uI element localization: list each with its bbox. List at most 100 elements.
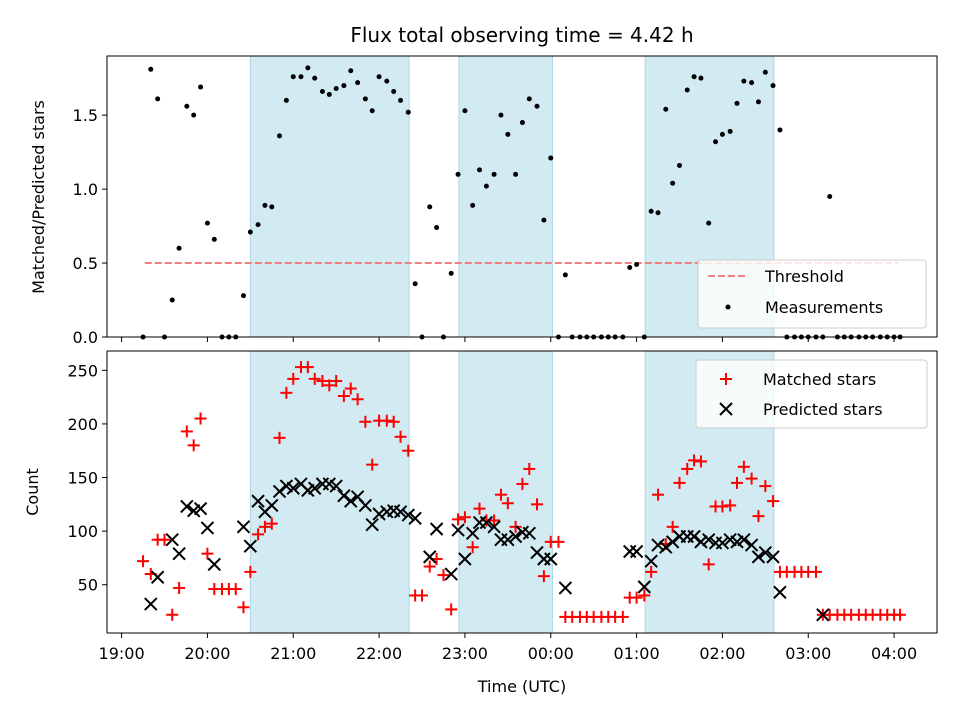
matched-stars-point	[681, 462, 694, 475]
predicted-stars-point	[629, 544, 644, 559]
measurement-point	[827, 194, 833, 199]
matched-stars-point	[673, 476, 686, 489]
measurement-point	[734, 100, 740, 106]
x-tick-label: 04:00	[871, 644, 917, 663]
predicted-stars-point	[344, 494, 358, 508]
predicted-stars-point	[193, 501, 208, 516]
predicted-stars-point	[544, 552, 558, 566]
matched-stars-point	[452, 513, 465, 526]
matched-stars-point	[323, 379, 336, 392]
predicted-stars-point	[558, 581, 573, 595]
predicted-stars-point	[508, 529, 523, 544]
predicted-stars-point	[429, 522, 444, 536]
x-tick-label: 22:00	[356, 644, 402, 663]
matched-stars-point	[173, 581, 186, 594]
predicted-stars-point	[479, 515, 494, 530]
predicted-stars-point	[522, 526, 537, 540]
measurement-point	[198, 84, 204, 90]
x-tick-label: 19:00	[99, 644, 145, 663]
measurement-point	[434, 225, 440, 231]
matched-stars-point	[737, 460, 750, 473]
count-x-ticks: 19:00 20:00 21:00 22:00 23:00 00:00 01:00 02:00…	[99, 633, 917, 663]
matched-stars-point	[416, 589, 429, 602]
x-tick-label: 21:00	[270, 644, 316, 663]
measurement-point	[534, 103, 540, 109]
measurement-point	[211, 236, 217, 242]
measurement-point	[477, 167, 483, 173]
matched-stars-point	[809, 565, 822, 578]
predicted-stars-point	[358, 498, 373, 513]
measurement-point	[462, 108, 468, 114]
predicted-stars-point	[372, 507, 386, 521]
predicted-stars-point	[715, 536, 730, 550]
measurement-point	[269, 204, 275, 210]
predicted-stars-point	[337, 489, 351, 503]
measurement-point	[677, 162, 683, 168]
matched-stars-point	[716, 500, 729, 513]
measurement-point	[519, 120, 525, 126]
matched-stars-point	[509, 520, 522, 533]
matched-stars-point	[273, 431, 286, 444]
chart-title: Flux total observing time = 4.42 h	[350, 23, 693, 47]
measurement-point	[749, 80, 755, 86]
y-tick-label: 1.5	[73, 106, 98, 125]
matched-stars-point	[616, 610, 629, 623]
matched-stars-point	[280, 386, 293, 399]
observing-interval-1	[249, 350, 410, 634]
predicted-stars-point	[659, 540, 673, 554]
legend-matched-swatch	[720, 373, 732, 385]
measurement-point	[562, 272, 568, 278]
y-tick-label: 50	[78, 576, 98, 595]
observing-interval-2	[458, 350, 553, 634]
predicted-stars-point	[694, 535, 708, 549]
measurement-point	[155, 96, 161, 102]
legend-threshold-label: Threshold	[764, 267, 844, 286]
predicted-stars-point	[773, 585, 787, 599]
matched-stars-point	[187, 439, 200, 452]
predicted-stars-point	[465, 526, 480, 540]
legend-predicted-swatch	[719, 402, 733, 416]
measurement-point	[777, 127, 783, 133]
predicted-stars-point	[144, 597, 158, 611]
measurement-point	[369, 108, 375, 114]
matched-stars-point	[330, 375, 343, 388]
ratio-legend-box	[697, 259, 927, 329]
predicted-stars-point	[487, 520, 501, 534]
matched-stars-point	[402, 444, 415, 457]
predicted-stars-point	[644, 554, 658, 568]
measurement-point	[741, 78, 747, 84]
matched-stars-point	[694, 455, 707, 468]
matched-stars-point	[458, 511, 471, 524]
predicted-stars-point	[758, 545, 773, 560]
x-tick-label: 20:00	[184, 644, 230, 663]
measurement-point	[706, 220, 712, 226]
predicted-stars-point	[423, 550, 437, 564]
measurement-point	[283, 97, 289, 103]
measurement-point	[698, 75, 704, 81]
predicted-stars-point	[744, 538, 759, 552]
measurement-point	[398, 97, 404, 103]
matched-stars-point	[494, 488, 507, 501]
matched-stars-points	[137, 361, 907, 623]
matched-stars-point	[466, 541, 479, 554]
measurement-point	[713, 139, 719, 145]
measurement-point	[526, 96, 532, 102]
measurement-point	[255, 222, 261, 228]
matched-stars-point	[688, 454, 701, 467]
observing-interval-1	[249, 55, 410, 338]
matched-stars-point	[666, 520, 679, 533]
predicted-stars-point	[207, 557, 221, 572]
y-tick-label: 150	[67, 469, 98, 488]
matched-stars-point	[380, 414, 393, 427]
matched-stars-point	[351, 393, 364, 406]
matched-stars-point	[344, 382, 357, 395]
measurement-point	[348, 68, 354, 74]
predicted-stars-point	[651, 538, 665, 552]
measurement-point	[384, 78, 390, 84]
matched-stars-point	[638, 589, 651, 602]
measurement-point	[319, 88, 325, 94]
measurement-point	[663, 106, 669, 112]
predicted-stars-point	[401, 508, 415, 522]
matched-stars-point	[724, 499, 737, 512]
x-tick-label: 02:00	[699, 644, 745, 663]
